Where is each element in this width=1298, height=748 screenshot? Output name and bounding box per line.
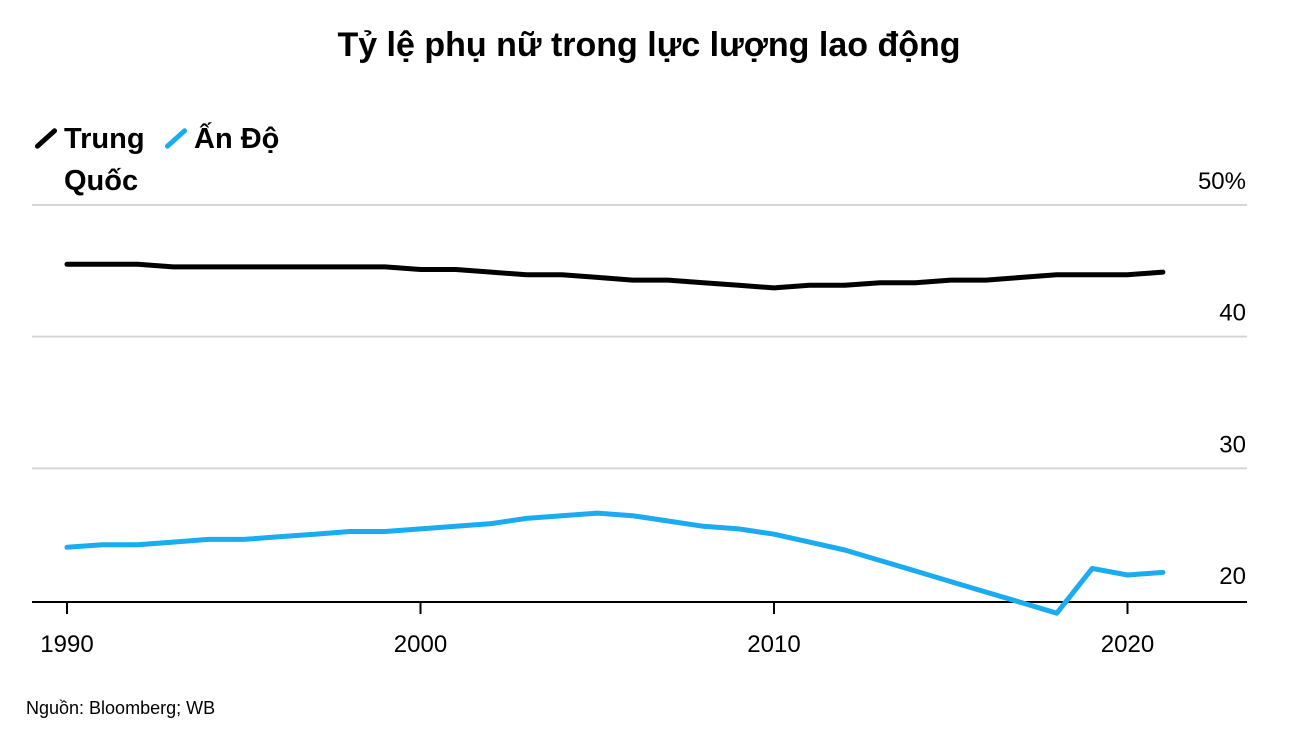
chart-title: Tỷ lệ phụ nữ trong lực lượng lao động: [337, 26, 961, 64]
legend-label-china: Trung Quốc: [64, 123, 145, 197]
legend-item-china: Trung Quốc: [30, 118, 150, 202]
y-tick-label: 50%: [1198, 168, 1246, 195]
series-line-india: [64, 510, 1166, 616]
y-tick-label: 20: [1219, 563, 1246, 590]
x-tick-label: 2010: [747, 631, 800, 658]
x-tick-label: 2020: [1101, 631, 1154, 658]
legend-label-india: Ấn Độ: [194, 123, 280, 155]
series-line-china: [64, 261, 1166, 291]
legend-item-india: Ấn Độ: [160, 118, 279, 202]
x-tick-label: 1990: [40, 631, 93, 658]
x-tick-label: 2000: [394, 631, 447, 658]
source-note: Nguồn: Bloomberg; WB: [26, 698, 216, 718]
legend: Trung Quốc Ấn Độ: [30, 118, 289, 202]
y-tick-label: 40: [1219, 300, 1246, 327]
y-tick-label: 30: [1219, 431, 1246, 458]
